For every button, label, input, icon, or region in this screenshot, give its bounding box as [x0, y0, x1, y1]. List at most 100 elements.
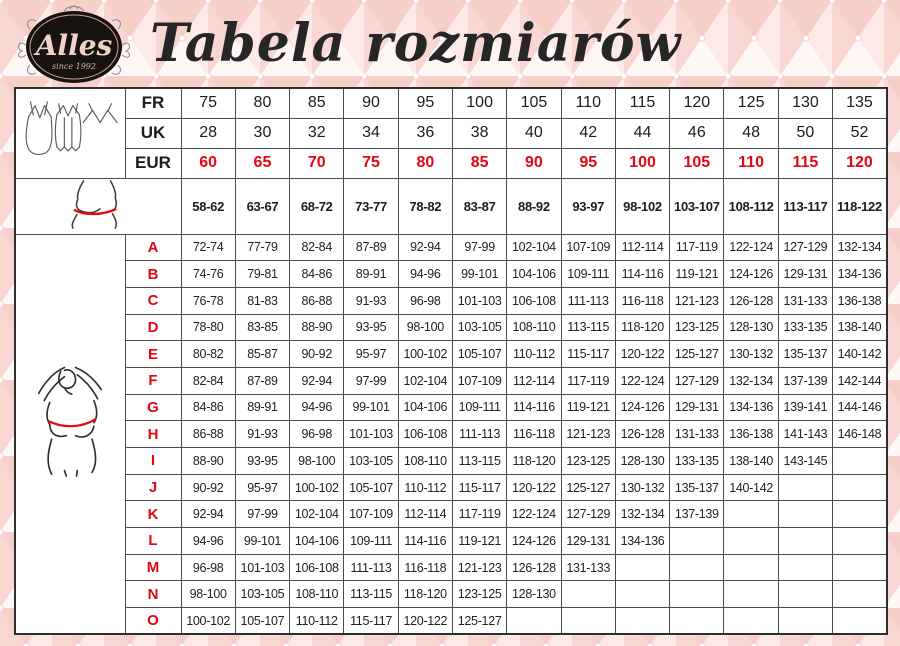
bust-range-cell: 114-116: [397, 527, 453, 555]
bust-range-cell: 84-86: [180, 393, 236, 422]
bust-range-cell: 138-140: [832, 313, 888, 342]
bust-range-cell: 84-86: [289, 260, 345, 288]
bust-range-cell: 127-129: [669, 366, 725, 395]
bust-range-cell: 101-103: [234, 553, 291, 582]
bust-range-cell: 109-111: [343, 527, 399, 555]
bust-range-cell: 96-98: [289, 420, 345, 448]
bust-range-cell: 113-115: [560, 313, 616, 342]
bust-range-cell: 104-106: [289, 527, 345, 555]
bust-range-cell: 113-115: [343, 580, 399, 609]
bust-range-cell: 106-108: [289, 553, 345, 582]
band-size-cell: 105: [506, 87, 562, 119]
bust-range-cell: 90-92: [180, 473, 236, 502]
underbust-range-cell: 108-112: [723, 177, 779, 235]
band-size-cell: 34: [343, 117, 399, 149]
bust-range-cell: 123-125: [669, 313, 725, 342]
bust-range-cell: 131-133: [669, 420, 725, 448]
bust-range-cell: 139-141: [777, 393, 834, 422]
cup-row-b: B 74-76 79-81 84-86 89-91 94-96 99-101 104-106 1…: [15, 260, 888, 288]
band-size-cell: 100: [614, 147, 671, 179]
bust-range-cell: 138-140: [723, 447, 779, 475]
bust-range-cell: [560, 607, 616, 635]
band-size-cell: 46: [669, 117, 725, 149]
bust-range-cell: [669, 580, 725, 609]
bust-range-cell: 110-112: [289, 607, 345, 635]
bust-range-cell: 110-112: [506, 340, 562, 368]
underbust-range-cell: 63-67: [234, 177, 291, 235]
band-size-cell: 120: [832, 147, 888, 179]
bust-range-cell: [832, 580, 888, 609]
band-size-cell: 44: [614, 117, 671, 149]
bust-range-cell: 123-125: [451, 580, 508, 609]
bust-range-cell: 146-148: [832, 420, 888, 448]
band-size-cell: 130: [777, 87, 834, 119]
bust-icon-cell: [14, 233, 126, 635]
underbust-range-cell: 68-72: [289, 177, 345, 235]
cup-letter-cell: G: [124, 393, 182, 422]
bust-range-cell: 111-113: [343, 553, 399, 582]
bust-range-cell: 136-138: [723, 420, 779, 448]
bust-range-cell: 108-110: [506, 313, 562, 342]
bust-range-cell: 88-90: [289, 313, 345, 342]
bust-range-cell: [832, 473, 888, 502]
bust-range-cell: 132-134: [723, 366, 779, 395]
cup-row-c: C 76-78 81-83 86-88 91-93 96-98 101-103 106-108…: [15, 286, 888, 315]
bust-range-cell: 133-135: [777, 313, 834, 342]
bust-range-cell: [669, 553, 725, 582]
bust-range-cell: 99-101: [343, 393, 399, 422]
band-size-cell: 40: [506, 117, 562, 149]
bust-range-cell: [723, 607, 779, 635]
bust-range-cell: 128-130: [506, 580, 562, 609]
bust-range-cell: 94-96: [180, 527, 236, 555]
band-size-cell: 65: [234, 147, 291, 179]
bust-range-cell: 128-130: [614, 447, 671, 475]
bust-range-cell: [723, 553, 779, 582]
bust-range-cell: 140-142: [832, 340, 888, 368]
underbust-row: 58-62 63-67 68-72 73-77 78-82 83-87 88-92 93-97…: [14, 177, 888, 235]
band-size-cell: 42: [560, 117, 616, 149]
bust-range-cell: [777, 500, 834, 529]
bust-range-cell: 130-132: [614, 473, 671, 502]
bust-range-cell: [614, 580, 671, 609]
bust-range-cell: 121-123: [669, 286, 725, 315]
bust-range-cell: 103-105: [451, 313, 508, 342]
bust-range-cell: 85-87: [234, 340, 291, 368]
bust-range-cell: 140-142: [723, 473, 779, 502]
cup-row-d: D 78-80 83-85 88-90 93-95 98-100 103-105 108-11…: [15, 313, 888, 342]
underbust-range-cell: 103-107: [669, 177, 725, 235]
bust-range-cell: 106-108: [397, 420, 453, 448]
header: Alles since 1992 Tabela rozmiarów: [0, 0, 900, 88]
bust-range-cell: [777, 473, 834, 502]
underbust-range-cell: 113-117: [777, 177, 834, 235]
cup-row-a: A 72-74 77-79 82-84 87-89 92-94 97-99 102-104 10…: [14, 233, 888, 635]
bust-range-cell: [723, 500, 779, 529]
bust-range-cell: 126-128: [614, 420, 671, 448]
cup-letter-cell: E: [124, 340, 182, 368]
bust-range-cell: 113-115: [451, 447, 508, 475]
bust-range-cell: 89-91: [234, 393, 291, 422]
bust-range-cell: 119-121: [451, 527, 508, 555]
band-size-cell: 110: [560, 87, 616, 119]
underbust-range-cell: 93-97: [560, 177, 616, 235]
band-size-cell: 85: [289, 87, 345, 119]
band-size-cell: 70: [289, 147, 345, 179]
bust-range-cell: 79-81: [234, 260, 291, 288]
bust-range-cell: 118-120: [397, 580, 453, 609]
bust-range-cell: 107-109: [451, 366, 508, 395]
bust-range-cell: [669, 527, 725, 555]
bust-range-cell: 122-124: [723, 233, 779, 262]
bust-range-cell: 135-137: [777, 340, 834, 368]
bust-range-cell: [777, 527, 834, 555]
bust-range-cell: 143-145: [777, 447, 834, 475]
bust-range-cell: 97-99: [234, 500, 291, 529]
underbust-range-cell: 58-62: [180, 177, 236, 235]
bust-range-cell: 111-113: [560, 286, 616, 315]
bust-range-cell: 137-139: [669, 500, 725, 529]
band-size-cell: 52: [832, 117, 888, 149]
bust-range-cell: 97-99: [451, 233, 508, 262]
bust-range-cell: 109-111: [451, 393, 508, 422]
bust-range-cell: [614, 607, 671, 635]
bust-range-cell: 91-93: [234, 420, 291, 448]
cup-letter-cell: D: [124, 313, 182, 342]
band-size-cell: 38: [451, 117, 508, 149]
